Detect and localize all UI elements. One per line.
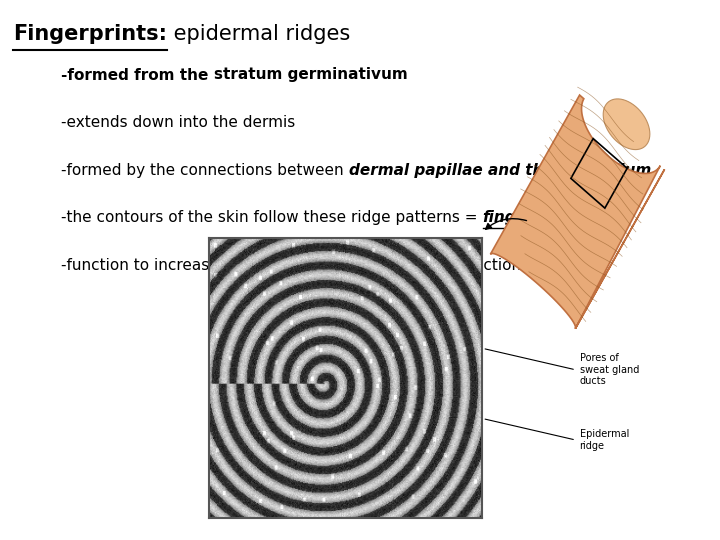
Text: fingerprints: fingerprints	[482, 210, 585, 225]
Text: -formed from the: -formed from the	[61, 68, 214, 83]
Text: dermal papillae and the epithelium: dermal papillae and the epithelium	[348, 163, 651, 178]
Text: Fingerprints:: Fingerprints:	[13, 24, 167, 44]
Text: -formed by the connections between: -formed by the connections between	[61, 163, 348, 178]
Text: Epidermal
ridge: Epidermal ridge	[580, 429, 629, 451]
Text: -function to increase the SA of the skin and increase friction: -function to increase the SA of the skin…	[61, 258, 521, 273]
Text: -the contours of the skin follow these ridge patterns =: -the contours of the skin follow these r…	[61, 210, 482, 225]
Text: -extends down into the dermis: -extends down into the dermis	[61, 115, 295, 130]
Polygon shape	[490, 95, 665, 329]
Polygon shape	[603, 99, 650, 150]
Text: epidermal ridges: epidermal ridges	[167, 24, 350, 44]
FancyArrowPatch shape	[485, 219, 526, 230]
Text: stratum germinativum: stratum germinativum	[214, 68, 408, 83]
Text: Pores of
sweat gland
ducts: Pores of sweat gland ducts	[580, 353, 639, 387]
